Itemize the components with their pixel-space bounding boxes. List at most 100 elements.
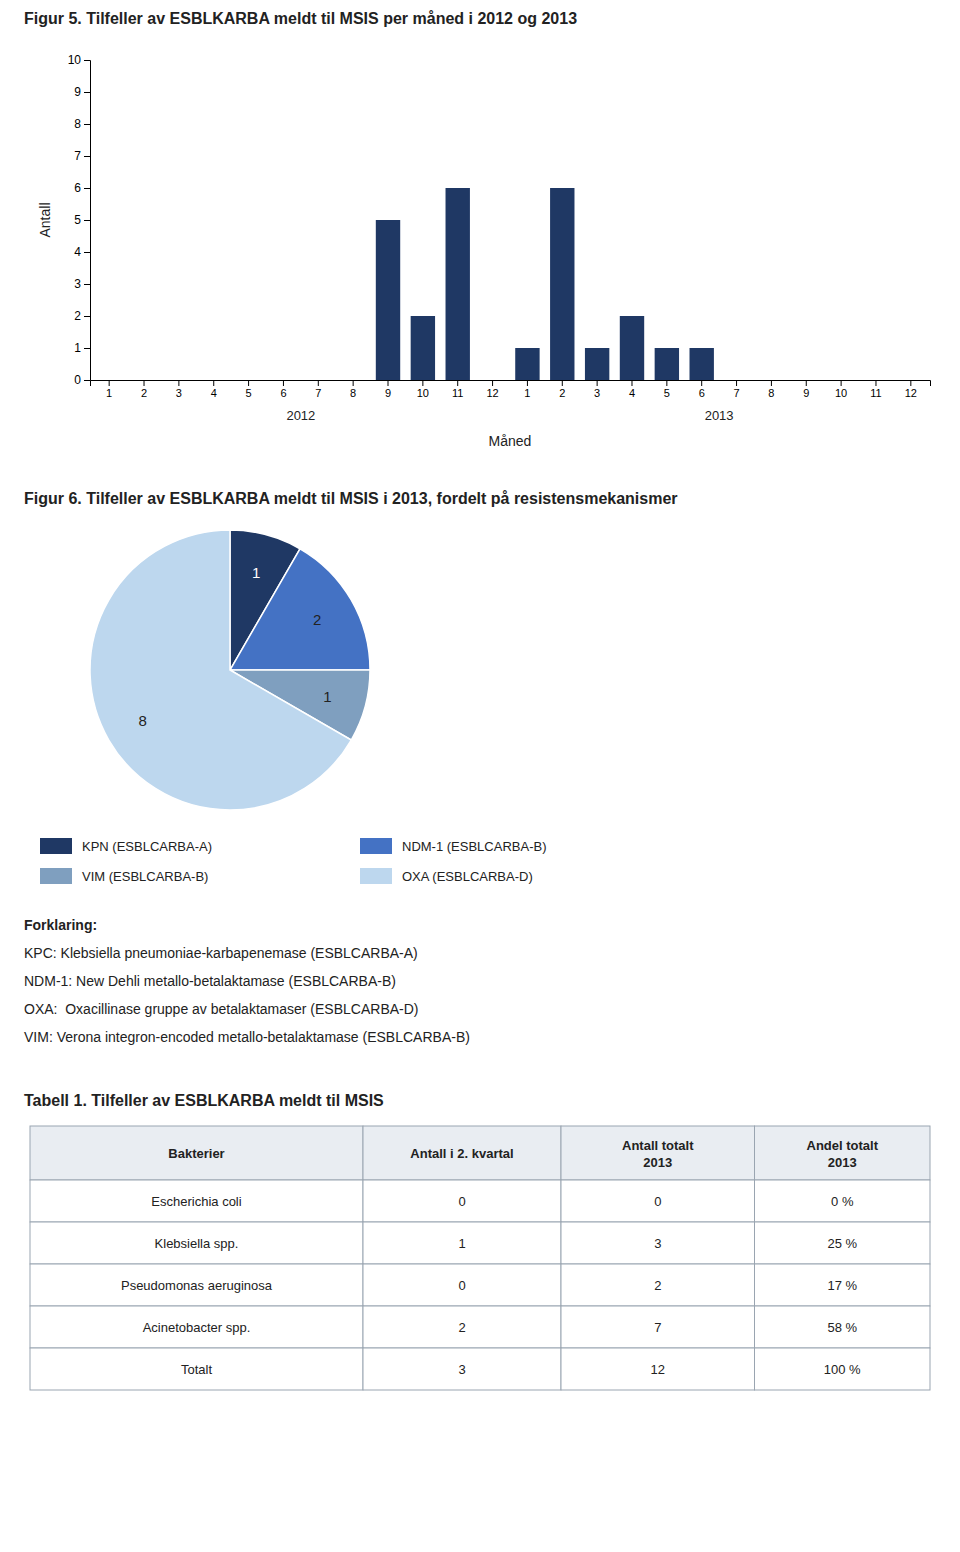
table-cell: [755, 1180, 931, 1222]
tick-label: 6: [74, 181, 81, 195]
tick: 11: [452, 380, 463, 399]
table-cell: [30, 1306, 363, 1348]
data-label: 8: [139, 712, 147, 729]
x-axis: 123456789101112123456789101112: [91, 380, 931, 399]
tick-label: 8: [768, 387, 774, 399]
bar: [167, 380, 191, 381]
tick-label: 5: [664, 387, 670, 399]
axis-line: [84, 61, 91, 381]
bar: [864, 380, 888, 381]
tick-mark: [388, 380, 389, 386]
tick-label: 1: [524, 387, 530, 399]
note: KPC: Klebsiella pneumoniae-karbapenemase…: [24, 945, 418, 961]
tick: 0: [74, 373, 90, 387]
tick: 1: [524, 380, 530, 399]
tick-label: 0: [74, 373, 81, 387]
tick: 2: [74, 309, 90, 323]
table-cell: [561, 1222, 755, 1264]
legend-item: VIM (ESBLCARBA-B): [40, 868, 208, 884]
tick-mark: [875, 380, 876, 386]
cell-value: 0: [458, 1278, 465, 1293]
bar: [515, 348, 539, 380]
tick-mark: [527, 380, 528, 386]
tick: 8: [74, 117, 90, 131]
table-cell: [755, 1306, 931, 1348]
title: Figur 6. Tilfeller av ESBLKARBA meldt ti…: [24, 490, 678, 507]
cell-value: 58 %: [827, 1320, 857, 1335]
tick-mark: [109, 380, 110, 386]
pie-chart: Figur 6. Tilfeller av ESBLKARBA meldt ti…: [24, 490, 678, 1045]
tick-label: 7: [74, 149, 81, 163]
tick-label: 12: [486, 387, 498, 399]
title: Figur 5. Tilfeller av ESBLKARBA meldt ti…: [24, 10, 577, 27]
legend-label: NDM-1 (ESBLCARBA-B): [402, 839, 546, 854]
tick-label: 1: [74, 341, 81, 355]
note: VIM: Verona integron-encoded metallo-bet…: [24, 1029, 470, 1045]
legend-item: KPN (ESBLCARBA-A): [40, 838, 212, 854]
tick-mark: [84, 220, 90, 221]
slice: [90, 530, 351, 810]
table-cell: [30, 1222, 363, 1264]
tick: 1: [106, 380, 112, 399]
notes: Forklaring:KPC: Klebsiella pneumoniae-ka…: [24, 917, 470, 1045]
tick: 2: [559, 380, 565, 399]
tick-mark: [492, 380, 493, 386]
tick-label: 4: [74, 245, 81, 259]
tick-mark: [84, 348, 90, 349]
tick-mark: [422, 380, 423, 386]
tick-mark: [910, 380, 911, 386]
tick-label: 7: [315, 387, 321, 399]
bar: [411, 316, 435, 380]
data-labels: 1218: [139, 564, 332, 729]
tick-label: 6: [280, 387, 286, 399]
table-cell: [363, 1180, 561, 1222]
bar: [132, 380, 156, 381]
table-cell: [30, 1264, 363, 1306]
tick: 5: [74, 213, 90, 227]
table-cell: [363, 1348, 561, 1390]
bar: [306, 380, 330, 381]
tick-mark: [806, 380, 807, 386]
cell-value: 2: [458, 1320, 465, 1335]
tick-mark: [84, 188, 90, 189]
table-cell: [30, 1180, 363, 1222]
legend-item: NDM-1 (ESBLCARBA-B): [360, 838, 546, 854]
column-header: Andel totalt2013: [807, 1137, 879, 1169]
tick-mark: [84, 156, 90, 157]
cell-value: 0 %: [831, 1194, 854, 1209]
tick-mark: [144, 380, 145, 386]
data-label: 1: [323, 688, 331, 705]
tick-label: 7: [733, 387, 739, 399]
x-axis-title: Måned: [489, 433, 532, 449]
axis-line: [91, 381, 931, 387]
cell-value: 25 %: [827, 1236, 857, 1251]
tick: 7: [315, 380, 321, 399]
row-label: Acinetobacter spp.: [143, 1320, 251, 1335]
table-cell: [561, 1348, 755, 1390]
bar: [341, 380, 365, 381]
bar: [271, 380, 295, 381]
table-cell: [755, 1264, 931, 1306]
legend: KPN (ESBLCARBA-A) NDM-1 (ESBLCARBA-B) VIM …: [40, 838, 546, 884]
header-cell: [30, 1126, 363, 1180]
tick: 5: [664, 380, 670, 399]
tick: 10: [68, 53, 90, 67]
tick-label: 4: [211, 387, 217, 399]
y-axis: 012345678910: [68, 53, 91, 387]
tick: 9: [74, 85, 90, 99]
slices: [90, 530, 370, 810]
cell-value: 3: [654, 1236, 661, 1251]
tick-mark: [84, 124, 90, 125]
table-cell: [755, 1222, 931, 1264]
tick-mark: [597, 380, 598, 386]
tick-mark: [562, 380, 563, 386]
table-cell: [561, 1306, 755, 1348]
bar: [794, 380, 818, 381]
cell-value: 100 %: [824, 1362, 861, 1377]
bar-chart: Figur 5. Tilfeller av ESBLKARBA meldt ti…: [24, 10, 931, 449]
tick-label: 9: [385, 387, 391, 399]
tick: 7: [733, 380, 739, 399]
tick: 12: [486, 380, 498, 399]
note: NDM-1: New Dehli metallo-betalaktamase (…: [24, 973, 396, 989]
tick-mark: [841, 380, 842, 386]
